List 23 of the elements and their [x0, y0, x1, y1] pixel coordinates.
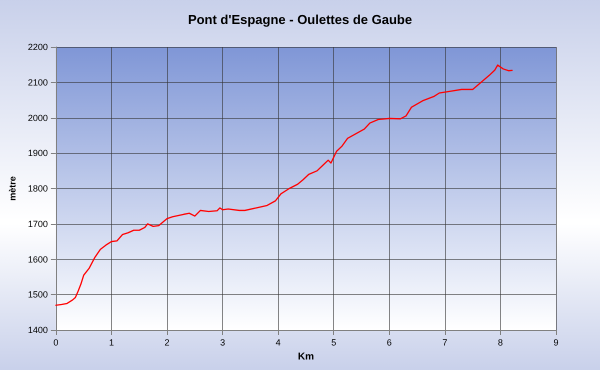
y-tick-label: 2200	[28, 42, 48, 52]
y-tick-label: 2000	[28, 112, 48, 123]
y-tick-label: 1700	[28, 218, 48, 229]
x-tick-label: 0	[53, 338, 58, 348]
y-tick-label: 1800	[28, 184, 48, 194]
y-tick-label: 1500	[28, 290, 48, 300]
x-tick-label: 3	[220, 338, 226, 348]
y-axis-title: mètre	[8, 176, 18, 201]
x-tick-label: 7	[442, 338, 448, 348]
y-tick-label: 1400	[28, 325, 48, 335]
x-tick-label: 2	[164, 338, 170, 348]
y-tick-label: 1900	[28, 148, 48, 158]
x-tick-label: 1	[108, 338, 114, 348]
x-axis-title: Km	[298, 351, 314, 362]
x-tick-label: 6	[386, 338, 392, 348]
y-tick-label: 1600	[28, 254, 48, 264]
x-tick-label: 8	[498, 338, 503, 348]
chart-title: Pont d'Espagne - Oulettes de Gaube	[188, 12, 412, 27]
x-tick-label: 4	[276, 338, 281, 348]
x-tick-label: 5	[331, 338, 336, 348]
line-series	[55, 64, 513, 306]
y-tick-label: 2100	[28, 77, 48, 88]
x-tick-label: 9	[553, 338, 559, 348]
